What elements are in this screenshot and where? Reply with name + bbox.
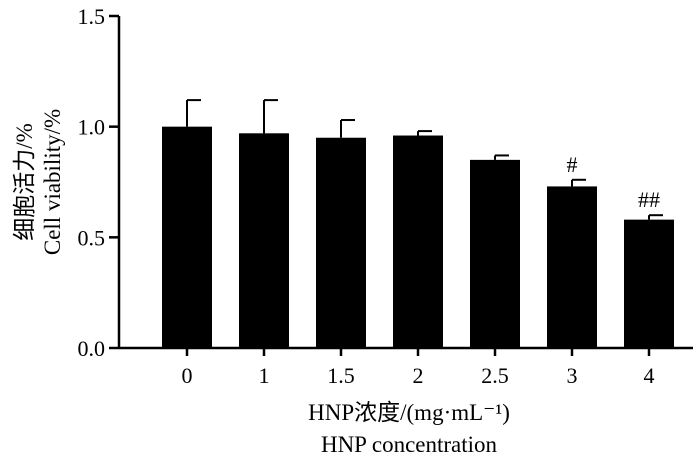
bar: [393, 135, 443, 348]
x-tick-label: 1: [259, 363, 270, 388]
x-axis-title-en: HNP concentration: [321, 432, 498, 457]
x-tick-label: 2.5: [481, 363, 509, 388]
y-tick-label: 0.5: [78, 225, 106, 250]
y-axis-title-en: Cell viability/%: [40, 109, 65, 255]
bars-group: [162, 126, 674, 349]
y-tick-label: 0.0: [78, 336, 106, 361]
bar: [316, 137, 366, 348]
bar: [624, 219, 674, 348]
x-tick-label: 1.5: [327, 363, 355, 388]
y-axis-title-cn: 细胞活力/%: [12, 123, 37, 241]
x-tick-label: 2: [413, 363, 424, 388]
y-tick-label: 1.5: [78, 4, 106, 29]
y-ticks-group: 0.0 0.5 1.0 1.5: [78, 4, 119, 361]
x-tick-label: 4: [644, 363, 655, 388]
bar: [239, 133, 289, 348]
x-ticks-group: 0 1 1.5 2 2.5 3 4: [182, 348, 655, 388]
x-tick-label: 0: [182, 363, 193, 388]
significance-label: #: [567, 152, 578, 177]
y-tick-label: 1.0: [78, 115, 106, 140]
annotations-group: ###: [567, 152, 661, 212]
bar: [162, 126, 212, 349]
x-axis-title-cn: HNP浓度/(mg·mL⁻¹): [308, 400, 510, 425]
bar: [470, 159, 520, 348]
significance-label: ##: [638, 187, 660, 212]
x-tick-label: 3: [567, 363, 578, 388]
error-bars-group: [186, 99, 663, 220]
bar: [547, 186, 597, 348]
